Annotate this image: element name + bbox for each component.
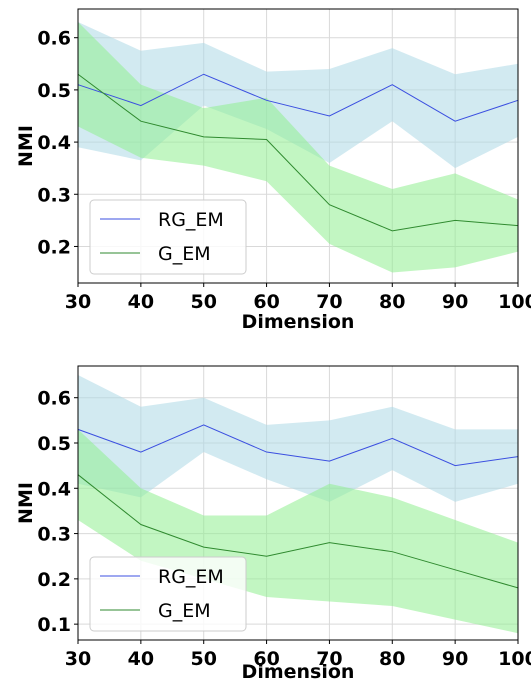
x-tick-label: 30 (65, 291, 91, 313)
x-tick-label: 70 (316, 291, 342, 313)
y-tick-label: 0.1 (37, 614, 71, 636)
y-tick-label: 0.4 (37, 132, 71, 154)
legend-label-rg-em: RG_EM (158, 566, 224, 588)
x-tick-label: 50 (190, 648, 216, 670)
series-line-rg-em (77, 424, 519, 467)
x-tick-label: 30 (65, 648, 91, 670)
band-rg-em (78, 375, 518, 502)
y-tick-label: 0.6 (37, 388, 71, 410)
y-axis-title: NMI (15, 482, 37, 524)
band-rg-em (78, 22, 518, 169)
legend-label-rg-em: RG_EM (158, 209, 224, 231)
y-tick-label: 0.5 (37, 433, 71, 455)
x-tick-label: 100 (498, 648, 531, 670)
x-tick-label: 90 (442, 291, 468, 313)
y-tick-label: 0.6 (37, 28, 71, 50)
y-tick-label: 0.3 (37, 184, 71, 206)
x-tick-label: 60 (253, 291, 279, 313)
series-line-g-em (77, 73, 519, 232)
x-tick-label: 80 (379, 291, 405, 313)
y-tick-label: 0.2 (37, 569, 71, 591)
band-g-em (78, 429, 518, 634)
x-tick-label: 90 (442, 648, 468, 670)
legend-label-g-em: G_EM (158, 243, 211, 265)
plot-frame (77, 365, 519, 641)
x-axis-title: Dimension (242, 661, 355, 683)
legend-label-g-em: G_EM (158, 600, 211, 622)
x-tick-label: 100 (498, 291, 531, 313)
x-tick-label: 40 (128, 291, 154, 313)
legend: RG_EM G_EM (89, 556, 247, 632)
x-tick-label: 50 (190, 291, 216, 313)
series-line-rg-em (77, 73, 519, 122)
x-tick-label: 80 (379, 648, 405, 670)
y-tick-label: 0.2 (37, 236, 71, 258)
chart-1: 30 40 50 60 70 80 90 100 0.2 0.3 0.4 0.5 0.6 Dimensio… (15, 8, 531, 333)
legend: RG_EM G_EM (89, 199, 247, 275)
chart-2: 30 40 50 60 70 80 90 100 0.1 0.2 0.3 0.4 0.5 0.6 Dimen… (15, 365, 531, 683)
plot-frame (77, 8, 519, 284)
x-tick-label: 70 (316, 648, 342, 670)
y-tick-label: 0.4 (37, 478, 71, 500)
x-tick-label: 60 (253, 648, 279, 670)
y-axis-title: NMI (15, 125, 37, 167)
y-tick-label: 0.3 (37, 524, 71, 546)
x-tick-label: 40 (128, 648, 154, 670)
x-axis-title: Dimension (242, 311, 355, 333)
y-tick-label: 0.5 (37, 80, 71, 102)
series-line-g-em (77, 474, 519, 589)
band-g-em (78, 22, 518, 273)
